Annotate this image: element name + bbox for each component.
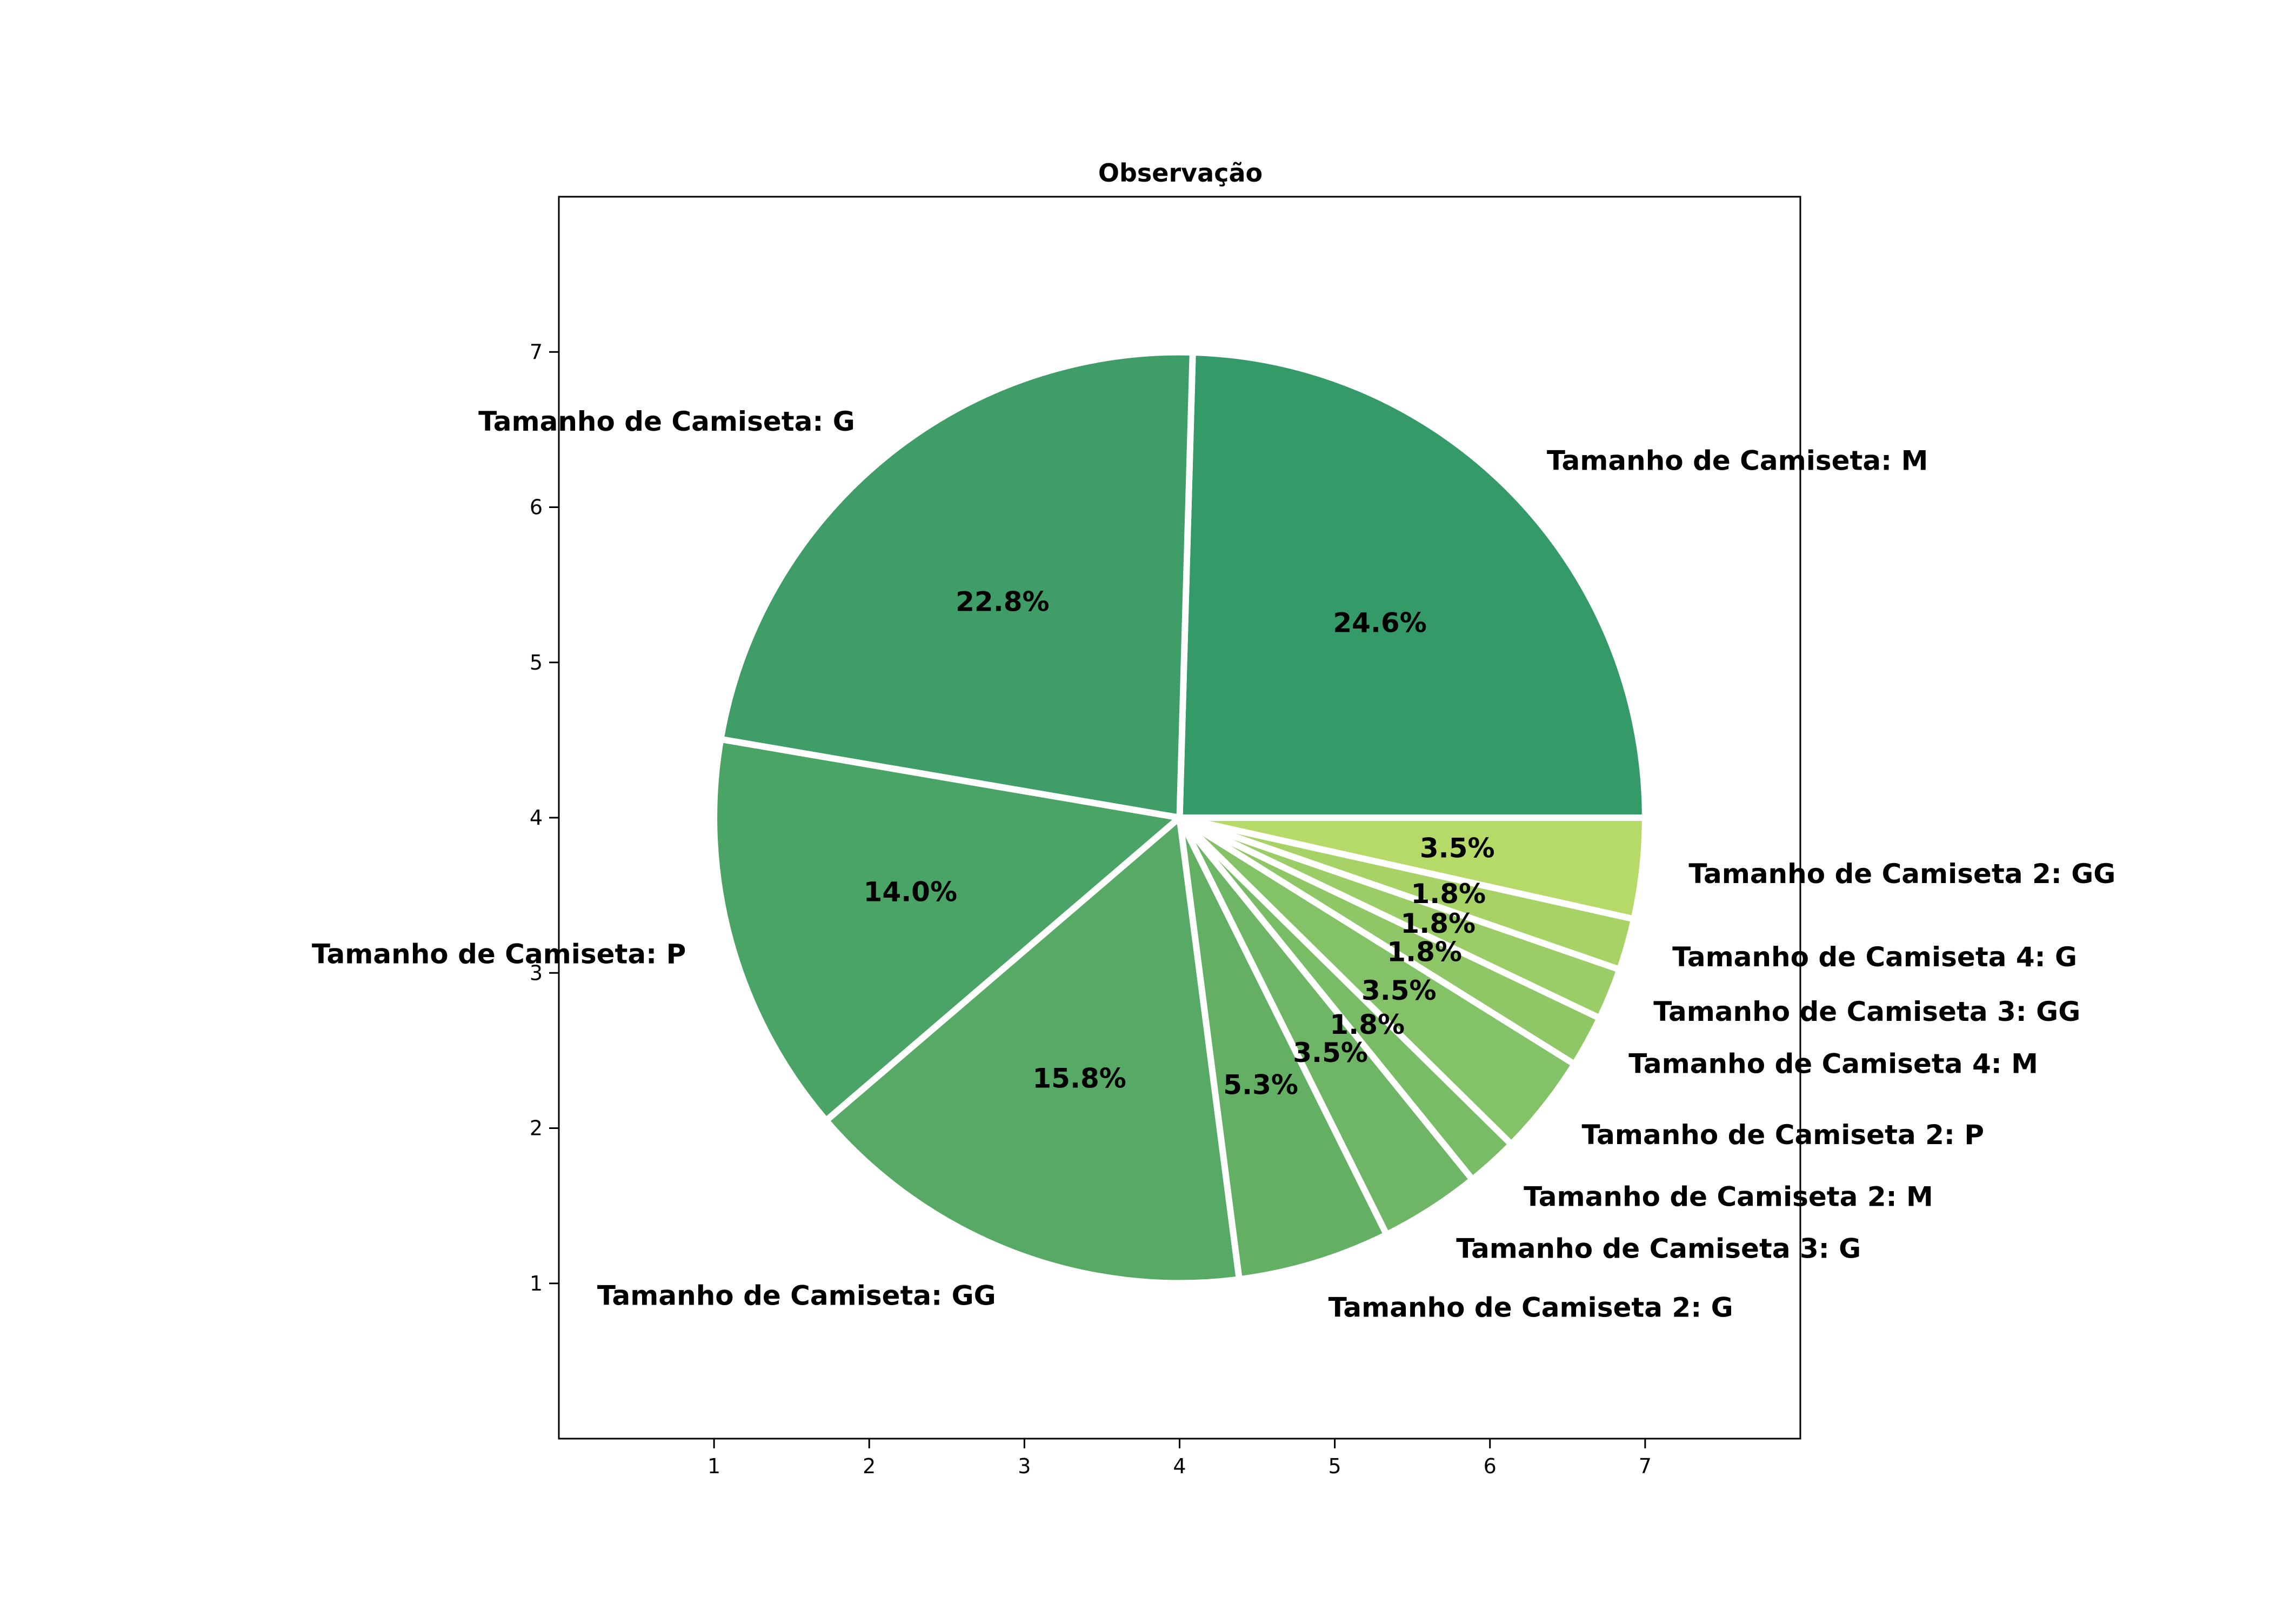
slice-category-label: Tamanho de Camiseta 2: GG — [1688, 858, 2115, 890]
x-tick-label: 3 — [1018, 1454, 1031, 1478]
pie-slice — [1179, 814, 1648, 923]
slice-category-label: Tamanho de Camiseta 2: P — [1581, 1119, 1984, 1151]
slice-percent-label: 15.8% — [1032, 1062, 1126, 1094]
slice-category-label: Tamanho de Camiseta 4: G — [1672, 941, 2077, 973]
slice-percent-label: 14.0% — [864, 877, 957, 908]
slice-category-label: Tamanho de Camiseta: GG — [597, 1280, 996, 1311]
slice-category-label: Tamanho de Camiseta 2: M — [1524, 1181, 1933, 1213]
slice-percent-label: 1.8% — [1411, 878, 1486, 910]
y-tick-label: 7 — [530, 340, 543, 364]
slice-percent-label: 3.5% — [1420, 833, 1495, 864]
y-tick-label: 4 — [530, 806, 543, 830]
axes: 1 2 3 4 5 6 7 1 2 3 4 5 6 7 — [530, 196, 1801, 1478]
y-tick-label: 5 — [530, 651, 543, 674]
y-tick-label: 6 — [530, 496, 543, 519]
slice-category-label: Tamanho de Camiseta: P — [312, 938, 686, 970]
slice-category-label: Tamanho de Camiseta 4: M — [1628, 1048, 2038, 1080]
slice-percent-label: 3.5% — [1293, 1037, 1368, 1068]
x-tick-label: 1 — [707, 1454, 720, 1478]
slice-percent-label: 1.8% — [1330, 1009, 1405, 1040]
x-tick-label: 6 — [1484, 1454, 1497, 1478]
slice-percent-label: 1.8% — [1400, 908, 1476, 939]
slice-category-label: Tamanho de Camiseta 3: GG — [1653, 996, 2080, 1027]
slice-category-label: Tamanho de Camiseta: M — [1547, 445, 1928, 477]
x-tick-label: 4 — [1173, 1454, 1186, 1478]
slice-percent-label: 24.6% — [1333, 607, 1426, 639]
y-tick-label: 2 — [530, 1117, 543, 1140]
slice-percent-label: 5.3% — [1223, 1070, 1298, 1101]
pie-slice — [1176, 349, 1648, 821]
x-tick-label: 5 — [1328, 1454, 1341, 1478]
pie-slice — [822, 811, 1243, 1287]
chart-title: Observação — [1098, 158, 1263, 188]
pie-slice — [711, 735, 1187, 1126]
x-tick-label: 2 — [863, 1454, 876, 1478]
slice-category-label: Tamanho de Camiseta: G — [478, 406, 855, 437]
slice-percent-label: 22.8% — [956, 586, 1049, 617]
pie-slices — [711, 349, 1648, 1287]
pie-slice — [1176, 816, 1391, 1283]
slice-percent-label: 3.5% — [1361, 975, 1437, 1006]
slice-category-label: Tamanho de Camiseta 2: G — [1328, 1292, 1733, 1324]
slice-category-label: Tamanho de Camiseta 3: G — [1456, 1233, 1861, 1264]
pie-labels: Tamanho de Camiseta: M 24.6% Tamanho de Ca… — [312, 406, 2115, 1323]
x-tick-label: 7 — [1639, 1454, 1652, 1478]
slice-percent-label: 1.8% — [1387, 937, 1462, 968]
y-tick-label: 3 — [530, 961, 543, 985]
y-tick-label: 1 — [530, 1272, 543, 1295]
pie-slice — [717, 349, 1196, 822]
